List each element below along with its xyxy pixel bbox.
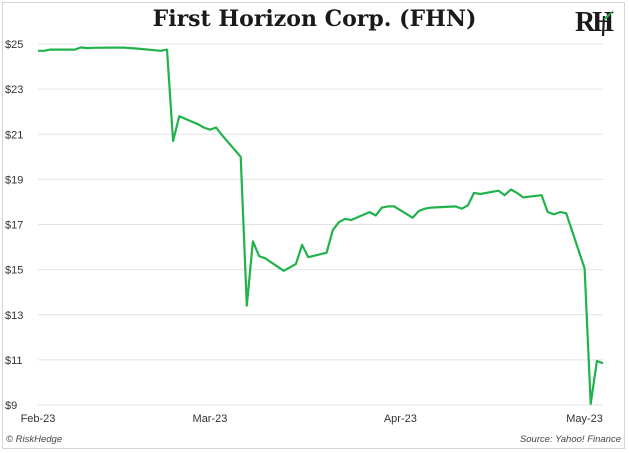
chart-frame — [2, 2, 625, 449]
grid-lines — [38, 43, 603, 406]
y-tick-label: $25 — [5, 39, 23, 51]
y-tick-label: $21 — [5, 129, 23, 141]
logo-text: RH — [575, 7, 614, 38]
y-tick-label: $17 — [5, 220, 23, 232]
y-tick-label: $15 — [5, 265, 23, 277]
y-tick-label: $19 — [5, 174, 23, 186]
y-axis: $25 $23 $21 $19 $17 $15 $13 $11 $9 — [5, 39, 23, 412]
riskhedge-logo: RH — [575, 8, 619, 38]
series-line-fhn — [38, 46, 604, 405]
x-tick-label: Feb-23 — [21, 413, 56, 425]
x-tick-label: Mar-23 — [193, 413, 228, 425]
x-axis: Feb-23 Mar-23 Apr-23 May-23 — [21, 413, 603, 425]
leaf-icon — [601, 9, 614, 37]
credit-right: Source: Yahoo! Finance — [519, 434, 621, 445]
y-tick-label: $13 — [5, 310, 23, 322]
y-tick-label: $11 — [5, 355, 23, 367]
y-tick-label: $23 — [5, 84, 23, 96]
x-tick-label: Apr-23 — [384, 413, 417, 425]
x-tick-label: May-23 — [566, 413, 603, 425]
credit-left: © RiskHedge — [6, 434, 63, 445]
y-tick-label: $9 — [5, 400, 17, 412]
chart-title: First Horizon Corp. (FHN) — [152, 6, 477, 32]
